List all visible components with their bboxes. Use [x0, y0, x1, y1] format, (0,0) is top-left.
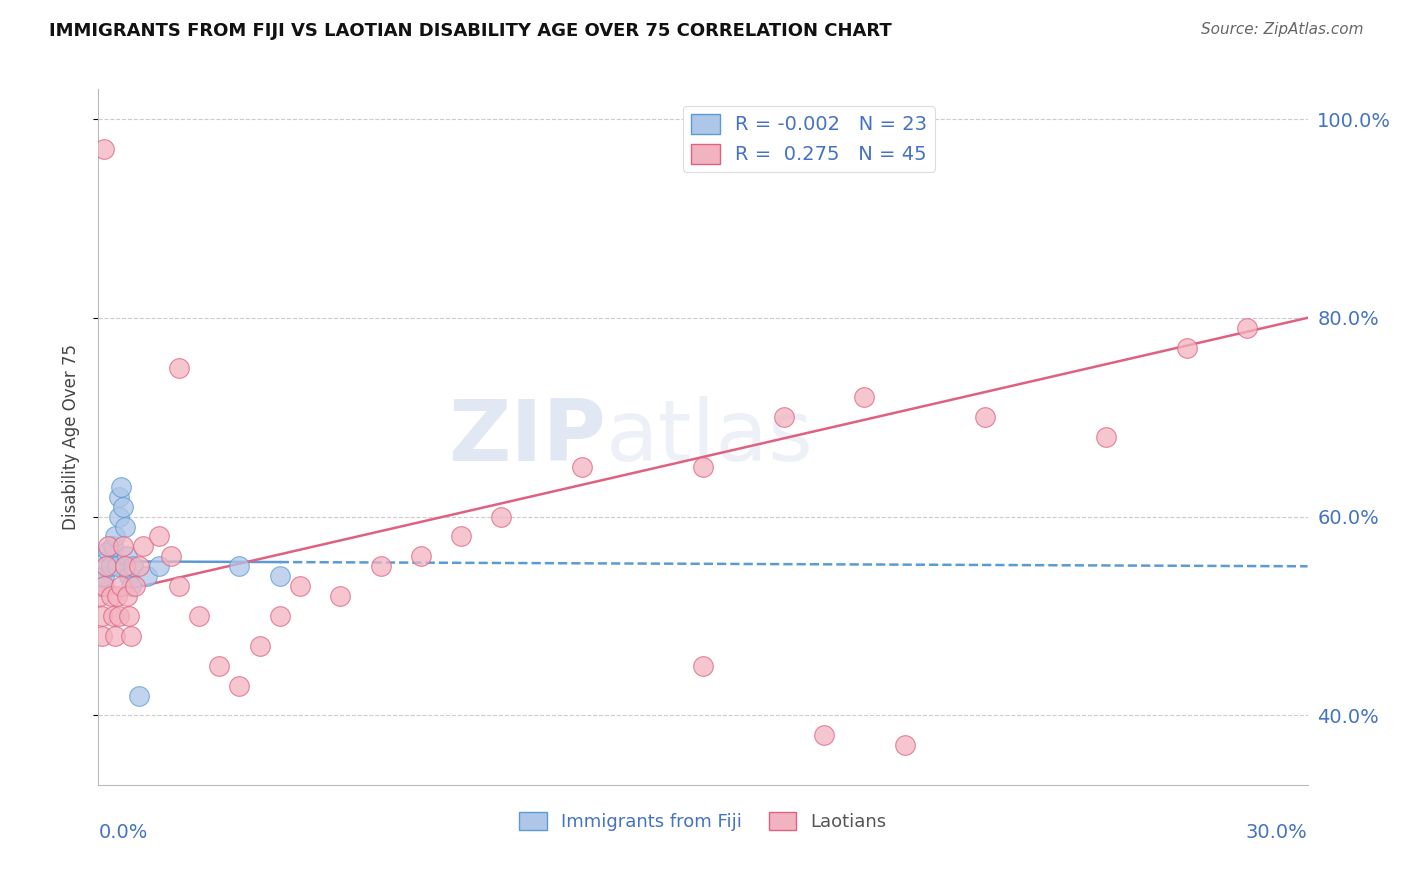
Point — [692, 459, 714, 474]
Point — [89, 589, 111, 603]
Point — [111, 500, 134, 514]
Point — [329, 589, 352, 603]
Point — [148, 559, 170, 574]
Point — [571, 459, 593, 474]
Point — [97, 540, 120, 554]
Point — [97, 544, 120, 558]
Point — [853, 390, 876, 404]
Point — [1175, 341, 1198, 355]
Point — [228, 559, 250, 574]
Point — [132, 540, 155, 554]
Point — [974, 410, 997, 425]
Point — [813, 728, 835, 742]
Point — [103, 529, 125, 543]
Point — [91, 574, 114, 589]
Point — [111, 540, 134, 554]
Text: atlas: atlas — [606, 395, 814, 479]
Point — [1095, 430, 1118, 444]
Text: 30.0%: 30.0% — [1246, 823, 1308, 842]
Text: ZIP: ZIP — [449, 395, 606, 479]
Point — [110, 480, 132, 494]
Point — [110, 579, 132, 593]
Point — [105, 559, 128, 574]
Point — [208, 658, 231, 673]
Point — [167, 360, 190, 375]
Point — [100, 559, 122, 574]
Point — [893, 738, 915, 752]
Point — [121, 559, 143, 574]
Point — [249, 639, 271, 653]
Point — [93, 569, 115, 583]
Point — [91, 629, 114, 643]
Point — [107, 490, 129, 504]
Point — [118, 609, 141, 624]
Point — [450, 529, 472, 543]
Point — [96, 554, 118, 568]
Text: 0.0%: 0.0% — [98, 823, 148, 842]
Point — [120, 629, 142, 643]
Y-axis label: Disability Age Over 75: Disability Age Over 75 — [62, 344, 80, 530]
Point — [114, 559, 136, 574]
Point — [228, 679, 250, 693]
Point — [288, 579, 311, 593]
Point — [269, 609, 291, 624]
Point — [114, 519, 136, 533]
Point — [103, 629, 125, 643]
Text: Source: ZipAtlas.com: Source: ZipAtlas.com — [1201, 22, 1364, 37]
Point — [160, 549, 183, 564]
Point — [124, 579, 146, 593]
Point — [107, 609, 129, 624]
Text: IMMIGRANTS FROM FIJI VS LAOTIAN DISABILITY AGE OVER 75 CORRELATION CHART: IMMIGRANTS FROM FIJI VS LAOTIAN DISABILI… — [49, 22, 891, 40]
Point — [107, 509, 129, 524]
Point — [148, 529, 170, 543]
Point — [692, 658, 714, 673]
Point — [120, 579, 142, 593]
Point — [101, 540, 124, 554]
Point — [96, 559, 118, 574]
Point — [93, 142, 115, 156]
Point — [101, 609, 124, 624]
Point — [409, 549, 432, 564]
Point — [269, 569, 291, 583]
Point — [128, 559, 150, 574]
Point — [370, 559, 392, 574]
Point — [91, 609, 114, 624]
Point — [118, 569, 141, 583]
Point — [1236, 320, 1258, 334]
Point — [115, 549, 138, 564]
Legend: Immigrants from Fiji, Laotians: Immigrants from Fiji, Laotians — [512, 805, 894, 838]
Point — [167, 579, 190, 593]
Point — [128, 689, 150, 703]
Point — [188, 609, 211, 624]
Point — [115, 589, 138, 603]
Point — [491, 509, 513, 524]
Point — [89, 579, 111, 593]
Point — [772, 410, 794, 425]
Point — [135, 569, 157, 583]
Point — [105, 589, 128, 603]
Point — [93, 579, 115, 593]
Point — [100, 589, 122, 603]
